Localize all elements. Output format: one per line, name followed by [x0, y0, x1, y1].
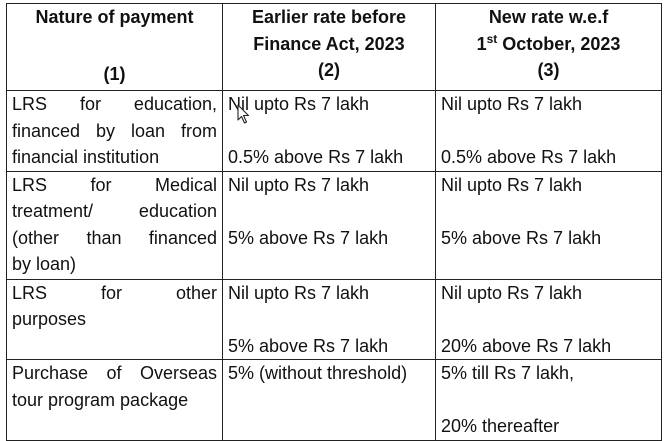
table-row: LRS for Medical treatment/ education (ot…	[6, 170, 662, 280]
earlier-rate-cell: Nil upto Rs 7 lakh 5% above Rs 7 lakh	[222, 170, 436, 280]
rate-line: Nil upto Rs 7 lakh	[228, 94, 370, 114]
header-nature-of-payment: Nature of payment (1)	[6, 3, 223, 91]
rate-line: 0.5% above Rs 7 lakh	[441, 147, 617, 167]
nature-line: by loan)	[12, 254, 77, 274]
nature-cell: LRS for Medical treatment/ education (ot…	[6, 170, 223, 280]
earlier-rate-cell: Nil upto Rs 7 lakh 0.5% above Rs 7 lakh	[222, 90, 436, 172]
nature-cell: Purchase of Overseas tour program packag…	[6, 359, 223, 441]
rate-line: 20% above Rs 7 lakh	[441, 335, 612, 356]
rate-line: 5% above Rs 7 lakh	[228, 227, 389, 248]
table-row: LRS for other purposes Nil upto Rs 7 lak…	[6, 278, 662, 360]
nature-cell: LRS for education, financed by loan from…	[6, 90, 223, 172]
rate-line: Nil upto Rs 7 lakh	[228, 282, 370, 303]
rate-line: 5% above Rs 7 lakh	[228, 335, 389, 356]
nature-line: LRS for other	[12, 282, 217, 303]
rate-line: 20% thereafter	[441, 416, 560, 436]
header-col3-num: (3)	[537, 60, 560, 80]
header-col3-sup: st	[486, 31, 498, 46]
rate-line: Nil upto Rs 7 lakh	[441, 174, 583, 195]
header-col3-day: 1	[476, 33, 487, 54]
earlier-rate-cell: 5% (without threshold)	[222, 359, 436, 441]
new-rate-cell: Nil upto Rs 7 lakh 0.5% above Rs 7 lakh	[435, 90, 662, 172]
header-col2-title-line2: Finance Act, 2023	[253, 33, 405, 54]
mouse-pointer-icon	[237, 104, 250, 124]
header-col3-title-line1: New rate w.e.f	[488, 7, 609, 27]
header-col3-rest: October, 2023	[497, 33, 621, 54]
new-rate-cell: 5% till Rs 7 lakh, 20% thereafter	[435, 359, 662, 441]
nature-cell: LRS for other purposes	[6, 278, 223, 360]
rate-line: 5% (without threshold)	[228, 363, 408, 383]
tcs-rate-table: Nature of payment (1) Earlier rate befor…	[6, 3, 662, 441]
header-col2-num: (2)	[318, 60, 340, 80]
rate-line: 0.5% above Rs 7 lakh	[228, 147, 404, 167]
header-col3-title-line2: 1st October, 2023	[441, 31, 656, 58]
header-col2-title-line1: Earlier rate before	[251, 7, 407, 27]
nature-line: financed by loan from	[12, 120, 217, 141]
nature-line: LRS for education,	[12, 94, 217, 114]
header-row: Nature of payment (1) Earlier rate befor…	[6, 3, 662, 91]
new-rate-cell: Nil upto Rs 7 lakh 20% above Rs 7 lakh	[435, 278, 662, 360]
rate-line: Nil upto Rs 7 lakh	[441, 282, 583, 303]
rate-line: 5% above Rs 7 lakh	[441, 227, 602, 248]
header-col1-title: Nature of payment	[35, 7, 194, 27]
new-rate-cell: Nil upto Rs 7 lakh 5% above Rs 7 lakh	[435, 170, 662, 280]
header-new-rate: New rate w.e.f 1st October, 2023 (3)	[435, 3, 662, 91]
earlier-rate-cell: Nil upto Rs 7 lakh 5% above Rs 7 lakh	[222, 278, 436, 360]
nature-line: treatment/ education	[12, 201, 217, 221]
nature-line: financial institution	[12, 147, 160, 167]
table-row: Purchase of Overseas tour program packag…	[6, 359, 662, 441]
nature-line: LRS for Medical	[12, 174, 217, 195]
rate-line: Nil upto Rs 7 lakh	[228, 174, 370, 195]
rate-line: 5% till Rs 7 lakh,	[441, 363, 575, 383]
nature-line: Purchase of Overseas	[12, 363, 217, 383]
table-row: LRS for education, financed by loan from…	[6, 90, 662, 172]
rate-line: Nil upto Rs 7 lakh	[441, 94, 583, 114]
nature-line: (other than financed	[12, 227, 217, 248]
nature-line: tour program package	[12, 389, 189, 410]
header-col1-num: (1)	[103, 63, 126, 84]
header-earlier-rate: Earlier rate before Finance Act, 2023 (2…	[222, 3, 436, 91]
nature-line: purposes	[12, 309, 87, 329]
